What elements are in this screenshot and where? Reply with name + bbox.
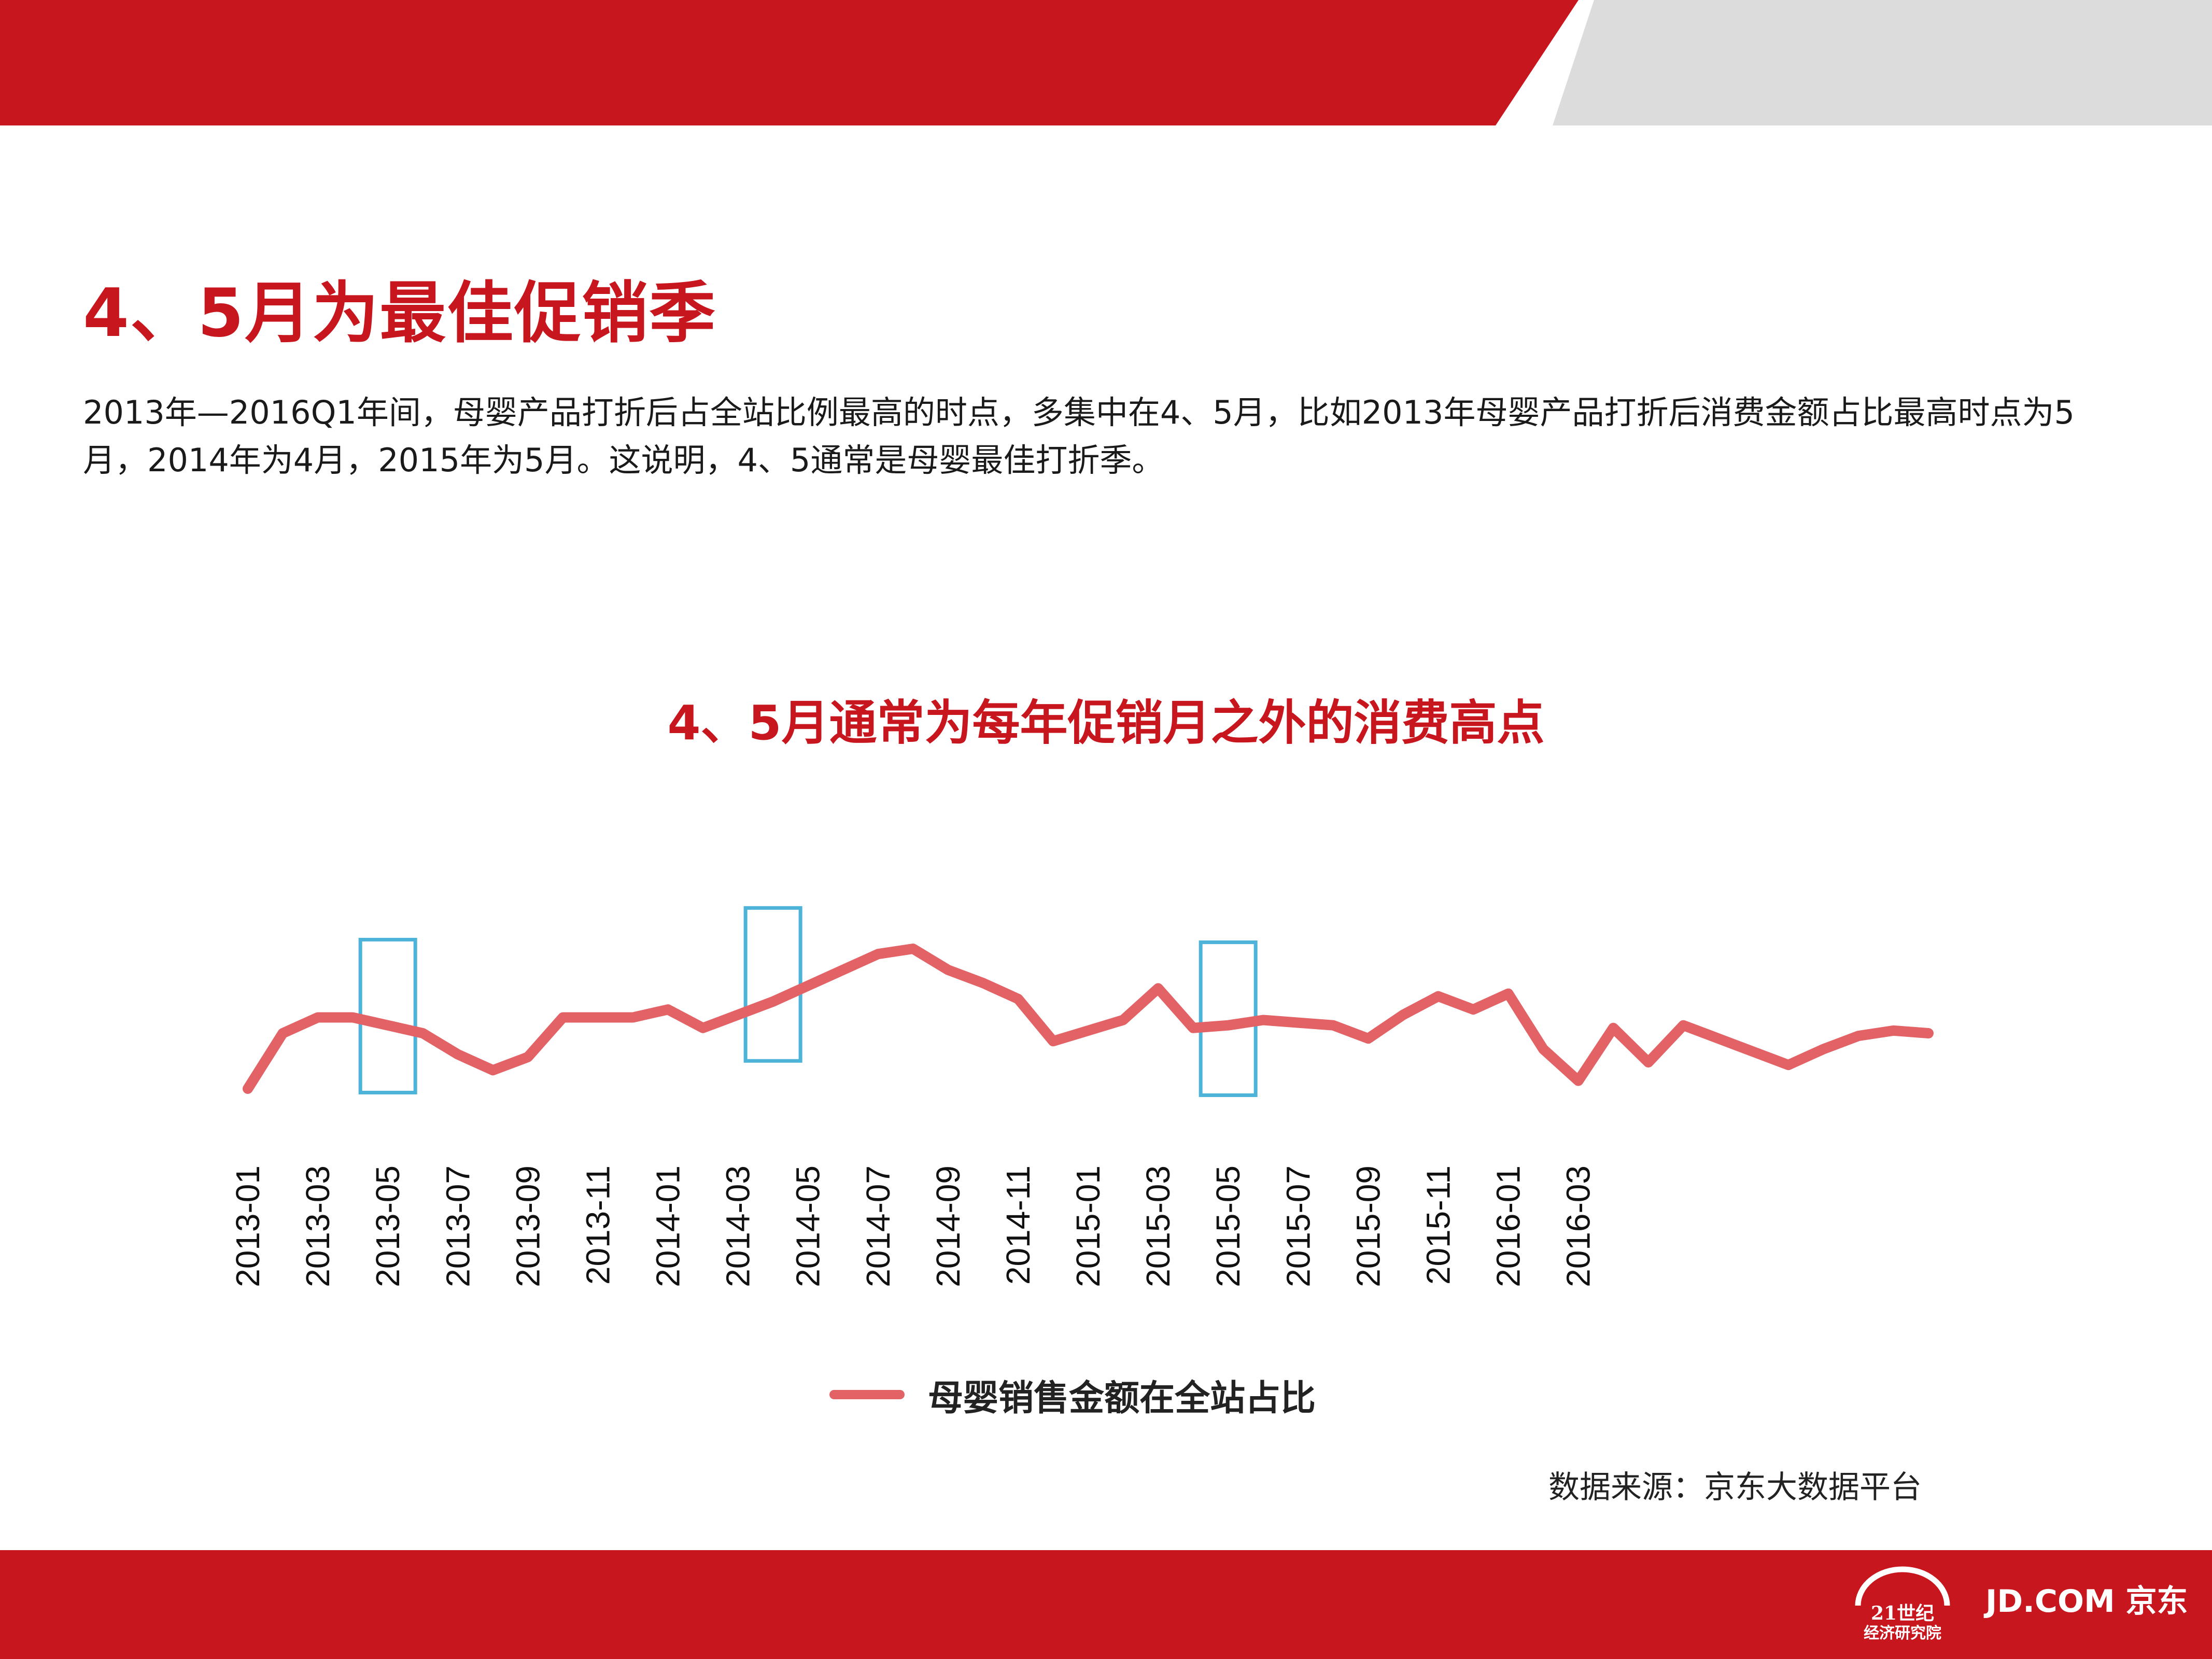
chart-legend: 母婴销售金额在全站占比: [829, 1369, 1316, 1421]
data-point-37: [1540, 1046, 1546, 1052]
x-tick-label: 2014-03: [720, 1165, 757, 1287]
data-point-20: [945, 967, 951, 973]
data-point-31: [1330, 1022, 1336, 1029]
data-point-48: [1925, 1030, 1932, 1036]
data-point-2: [315, 1014, 321, 1020]
top-banner: [0, 0, 2212, 125]
logo-jd-com: JD.COM 京东: [1985, 1583, 2188, 1620]
data-point-6: [455, 1051, 461, 1058]
data-point-39: [1610, 1025, 1616, 1031]
data-point-23: [1050, 1038, 1056, 1044]
x-tick-label: 2016-03: [1560, 1165, 1597, 1287]
x-tick-label: 2014-05: [790, 1165, 827, 1287]
x-tick-label: 2013-05: [369, 1165, 406, 1287]
highlight-box-2014-04: [743, 906, 802, 1063]
x-tick-label: 2015-11: [1419, 1165, 1457, 1285]
data-point-4: [385, 1022, 391, 1029]
x-tick-label: 2015-09: [1349, 1165, 1387, 1287]
chart-title: 4、5月通常为每年促销月之外的消费高点: [667, 695, 1545, 751]
data-point-41: [1680, 1022, 1686, 1029]
data-point-9: [560, 1014, 566, 1020]
page-title: 4、5月为最佳促销季: [83, 275, 717, 352]
data-point-22: [1015, 996, 1021, 1002]
data-point-0: [245, 1086, 251, 1092]
x-tick-label: 2013-01: [229, 1165, 266, 1287]
x-tick-label: 2014-01: [650, 1165, 687, 1287]
intro-paragraph: 2013年—2016Q1年间，母婴产品打折后占全站比例最高的时点，多集中在4、5…: [83, 393, 2075, 479]
data-point-43: [1750, 1049, 1756, 1055]
legend-label: 母婴销售金额在全站占比: [928, 1377, 1316, 1419]
data-point-10: [595, 1014, 601, 1020]
logo-21st-century-institute: 21世纪 经济研究院: [1851, 1563, 1954, 1651]
data-point-16: [805, 982, 811, 989]
data-point-29: [1260, 1017, 1266, 1023]
data-point-33: [1400, 1011, 1406, 1018]
bottom-banner: [0, 1550, 2212, 1659]
x-axis-tick-labels: 2013-01 2013-03 2013-05 2013-07 2013-09 2013-…: [229, 1165, 1597, 1287]
data-point-47: [1890, 1028, 1896, 1034]
data-point-45: [1820, 1046, 1826, 1052]
x-tick-label: 2014-09: [929, 1165, 967, 1287]
data-point-34: [1435, 993, 1441, 1000]
x-tick-label: 2014-11: [999, 1165, 1037, 1285]
data-point-35: [1470, 1006, 1476, 1013]
data-point-11: [630, 1014, 636, 1020]
top-banner-red: [0, 0, 1579, 125]
data-point-30: [1295, 1020, 1301, 1026]
data-point-24: [1085, 1028, 1091, 1034]
data-point-12: [665, 1006, 671, 1013]
logo-21-line1: 21世纪: [1870, 1602, 1935, 1624]
x-tick-label: 2015-03: [1139, 1165, 1177, 1287]
data-point-25: [1120, 1017, 1126, 1023]
data-point-18: [875, 951, 881, 957]
x-tick-label: 2015-01: [1069, 1165, 1107, 1287]
data-source-note: 数据来源：京东大数据平台: [1548, 1469, 1922, 1506]
data-point-14: [735, 1011, 741, 1018]
data-point-44: [1785, 1062, 1792, 1068]
top-banner-gray: [1553, 0, 2212, 125]
data-point-27: [1190, 1025, 1196, 1031]
data-point-32: [1365, 1035, 1371, 1042]
data-point-21: [980, 980, 986, 986]
data-point-40: [1645, 1059, 1652, 1065]
x-tick-label: 2013-11: [579, 1165, 616, 1285]
data-point-36: [1505, 991, 1512, 997]
data-point-17: [840, 967, 846, 973]
x-tick-label: 2013-07: [439, 1165, 476, 1287]
x-tick-label: 2013-03: [299, 1165, 336, 1287]
data-point-1: [280, 1030, 286, 1036]
data-point-26: [1155, 985, 1161, 991]
x-tick-label: 2015-05: [1209, 1165, 1247, 1287]
series-line-maternal-baby-share: [243, 944, 1934, 1094]
data-point-13: [700, 1025, 706, 1031]
x-tick-label: 2016-01: [1490, 1165, 1527, 1287]
x-tick-label: 2013-09: [509, 1165, 546, 1287]
data-point-7: [490, 1067, 496, 1073]
data-point-46: [1855, 1033, 1862, 1039]
data-point-19: [910, 946, 916, 952]
logo-21-line2: 经济研究院: [1864, 1624, 1941, 1642]
data-point-42: [1715, 1035, 1722, 1042]
x-tick-label: 2014-07: [860, 1165, 897, 1287]
data-point-5: [420, 1030, 426, 1036]
data-point-38: [1575, 1078, 1582, 1084]
data-point-15: [770, 999, 776, 1005]
legend-swatch: [829, 1390, 905, 1399]
data-point-3: [350, 1014, 356, 1020]
data-point-8: [525, 1054, 531, 1060]
x-tick-label: 2015-07: [1279, 1165, 1317, 1287]
data-point-28: [1225, 1022, 1231, 1029]
logo-21-arc-icon: [1855, 1566, 1950, 1606]
